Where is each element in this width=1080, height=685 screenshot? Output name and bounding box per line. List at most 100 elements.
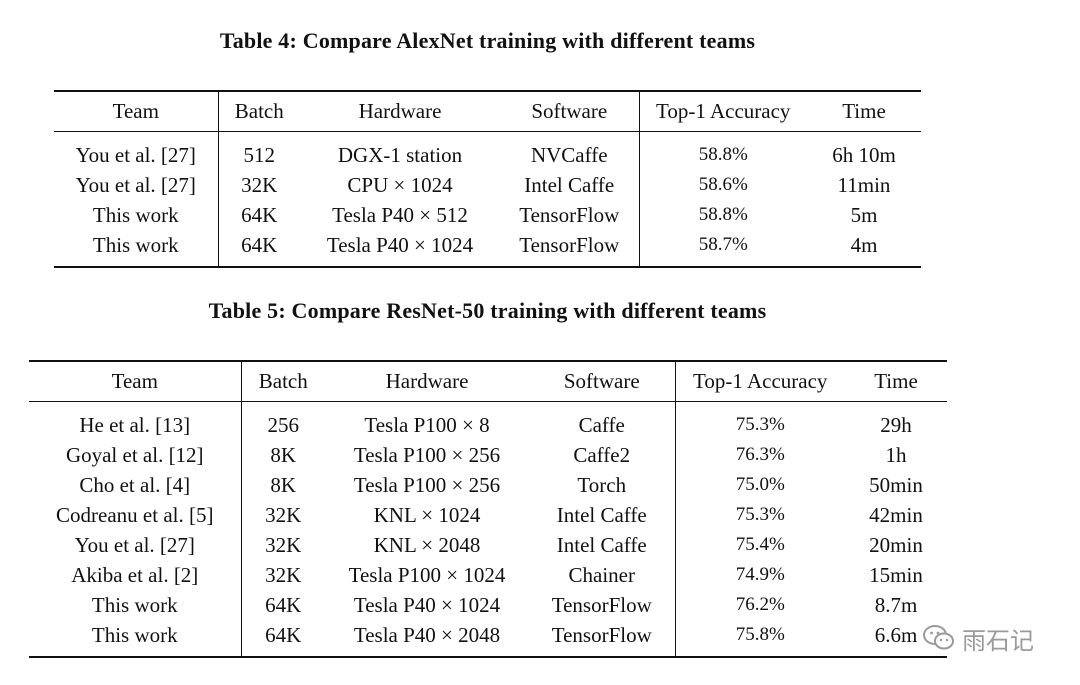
cell-time: 6h 10m [832, 142, 896, 167]
table-row: Akiba et al. [2] 32K Tesla P100 × 1024 C… [29, 559, 947, 590]
cell-software: Intel Caffe [500, 169, 640, 200]
header-software: Software [529, 360, 676, 402]
header-hardware: Hardware [300, 90, 500, 132]
cell-team: Cho et al. [4] [29, 469, 242, 500]
cell-accuracy: 75.0% [735, 473, 785, 495]
table4: Team Batch Hardware Software Top-1 Accur… [54, 90, 921, 268]
cell-team: This work [54, 229, 219, 268]
cell-hardware: Tesla P100 × 256 [353, 472, 501, 497]
cell-batch: 64K [241, 202, 278, 227]
cell-batch: 256 [267, 412, 300, 437]
cell-batch: 8K [270, 442, 297, 467]
cell-software: NVCaffe [500, 131, 640, 170]
cell-time: 1h [885, 442, 907, 467]
cell-software: TensorFlow [529, 619, 676, 658]
cell-accuracy: 75.3% [735, 413, 785, 435]
table-row: Cho et al. [4] 8K Tesla P100 × 256 Torch… [29, 469, 947, 500]
cell-batch: 512 [243, 142, 276, 167]
cell-time: 50min [869, 472, 923, 497]
cell-time: 29h [880, 412, 912, 437]
cell-team: You et al. [27] [54, 169, 219, 200]
header-time: Time [845, 360, 947, 402]
cell-time: 6.6m [845, 619, 947, 658]
wechat-icon [923, 625, 954, 650]
table-row: This work 64K Tesla P40 × 512 TensorFlow… [54, 199, 921, 230]
table-row: You et al. [27] 32K KNL × 2048 Intel Caf… [29, 529, 947, 560]
cell-batch: 32K [265, 502, 302, 527]
header-batch: Batch [241, 360, 325, 402]
cell-hardware: DGX-1 station [337, 142, 463, 167]
cell-software: Caffe [529, 401, 676, 440]
cell-team: This work [29, 589, 242, 620]
cell-hardware: KNL × 1024 [373, 502, 481, 527]
cell-software: Intel Caffe [529, 499, 676, 530]
cell-team: This work [29, 619, 242, 658]
cell-time: 8.7m [874, 592, 918, 617]
cell-hardware: KNL × 2048 [373, 532, 481, 557]
table5-caption: Table 5: Compare ResNet-50 training with… [208, 298, 767, 323]
cell-batch: 8K [270, 472, 297, 497]
cell-software: Intel Caffe [529, 529, 676, 560]
cell-time: 11min [837, 172, 891, 197]
cell-hardware: Tesla P40 × 2048 [325, 619, 529, 658]
cell-hardware: Tesla P100 × 8 [364, 412, 490, 437]
cell-accuracy: 58.6% [698, 173, 748, 195]
table4-caption: Table 4: Compare AlexNet training with d… [219, 28, 756, 53]
table-row: He et al. [13] 256 Tesla P100 × 8 Caffe … [29, 401, 947, 440]
header-accuracy: Top-1 Accuracy [639, 90, 807, 132]
cell-batch: 64K [265, 592, 302, 617]
cell-accuracy: 75.4% [735, 533, 785, 555]
table-row: Codreanu et al. [5] 32K KNL × 1024 Intel… [29, 499, 947, 530]
cell-time: 4m [807, 229, 921, 268]
cell-software: TensorFlow [500, 229, 640, 268]
cell-accuracy: 76.3% [735, 443, 785, 465]
watermark-text: 雨石记 [962, 626, 1034, 655]
cell-team: You et al. [27] [29, 529, 242, 560]
cell-time: 20min [869, 532, 923, 557]
header-team: Team [29, 360, 242, 402]
header-time: Time [807, 90, 921, 132]
cell-software: Chainer [529, 559, 676, 590]
header-hardware: Hardware [325, 360, 529, 402]
table-row: You et al. [27] 512 DGX-1 station NVCaff… [54, 131, 921, 170]
cell-accuracy: 74.9% [735, 563, 785, 585]
watermark: 雨石记 [922, 620, 1052, 656]
cell-batch: 32K [265, 562, 302, 587]
table-row: This work 64K Tesla P40 × 2048 TensorFlo… [29, 619, 947, 658]
table5: Team Batch Hardware Software Top-1 Accur… [29, 360, 947, 658]
table-row: This work 64K Tesla P40 × 1024 TensorFlo… [29, 589, 947, 620]
cell-accuracy: 75.8% [675, 619, 845, 658]
cell-hardware: Tesla P40 × 1024 [353, 592, 501, 617]
cell-software: Caffe2 [529, 439, 676, 470]
cell-accuracy: 58.8% [698, 143, 748, 165]
cell-batch: 32K [241, 172, 278, 197]
cell-time: 42min [869, 502, 923, 527]
table-row: This work 64K Tesla P40 × 1024 TensorFlo… [54, 229, 921, 268]
cell-hardware: Tesla P100 × 1024 [348, 562, 506, 587]
cell-accuracy: 75.3% [735, 503, 785, 525]
cell-accuracy: 58.8% [698, 203, 748, 225]
header-batch: Batch [218, 90, 300, 132]
cell-hardware: CPU × 1024 [347, 172, 453, 197]
cell-software: TensorFlow [500, 199, 640, 230]
header-team: Team [54, 90, 219, 132]
cell-team: This work [54, 199, 219, 230]
table-row: You et al. [27] 32K CPU × 1024 Intel Caf… [54, 169, 921, 200]
cell-batch: 64K [241, 619, 325, 658]
cell-accuracy: 76.2% [735, 593, 785, 615]
cell-time: 15min [869, 562, 923, 587]
cell-team: You et al. [27] [54, 131, 219, 170]
header-accuracy: Top-1 Accuracy [675, 360, 845, 402]
cell-hardware: Tesla P40 × 1024 [300, 229, 500, 268]
cell-batch: 32K [265, 532, 302, 557]
cell-hardware: Tesla P40 × 512 [332, 202, 468, 227]
cell-accuracy: 58.7% [639, 229, 807, 268]
header-software: Software [500, 90, 640, 132]
cell-hardware: Tesla P100 × 256 [353, 442, 501, 467]
cell-batch: 64K [218, 229, 300, 268]
cell-team: Codreanu et al. [5] [29, 499, 242, 530]
cell-time: 5m [850, 202, 878, 227]
cell-team: Goyal et al. [12] [29, 439, 242, 470]
cell-software: Torch [529, 469, 676, 500]
table-row: Goyal et al. [12] 8K Tesla P100 × 256 Ca… [29, 439, 947, 470]
